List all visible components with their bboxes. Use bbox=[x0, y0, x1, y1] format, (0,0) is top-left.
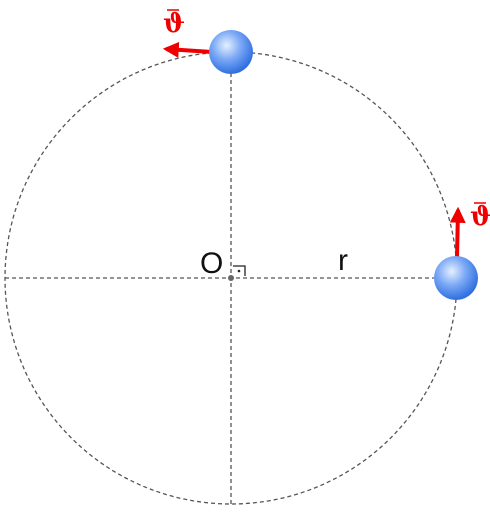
right-angle-dot bbox=[238, 270, 241, 273]
radius-label: r bbox=[338, 244, 348, 277]
ball bbox=[434, 256, 478, 300]
velocity-label: ϑ bbox=[470, 202, 490, 232]
velocity-arrow bbox=[166, 49, 212, 52]
diagram: O r ϑ ϑ bbox=[0, 0, 490, 512]
center-label: O bbox=[200, 247, 223, 280]
velocity-arrow bbox=[457, 210, 458, 257]
velocity-label: ϑ bbox=[163, 9, 185, 39]
center-point bbox=[228, 275, 234, 281]
ball bbox=[209, 30, 253, 74]
